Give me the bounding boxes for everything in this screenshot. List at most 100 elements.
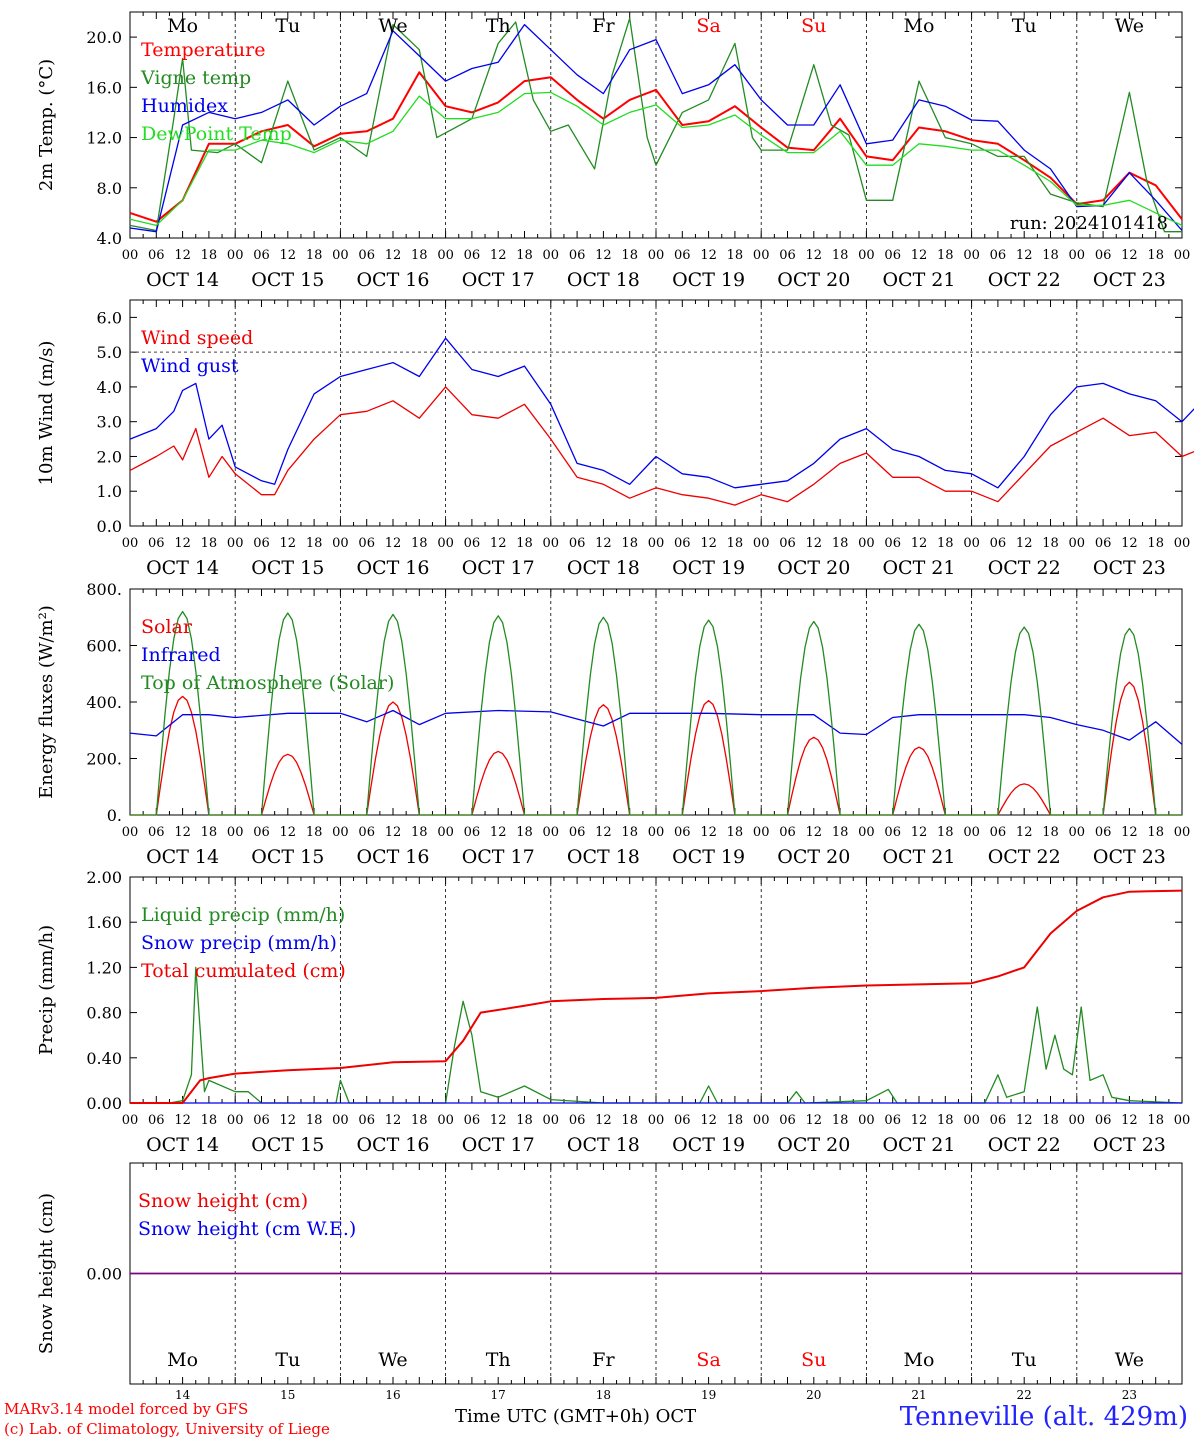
hour-tick-label: 00 <box>963 248 980 263</box>
hour-tick-label: 00 <box>858 536 875 551</box>
y-tick-label: 12.0 <box>86 129 122 148</box>
hour-tick-label: 06 <box>779 248 796 263</box>
hour-tick-label: 18 <box>306 825 323 840</box>
y-tick-label: 4.0 <box>97 378 122 397</box>
hour-tick-label: 06 <box>990 248 1007 263</box>
hour-tick-label: 12 <box>1016 248 1033 263</box>
hour-tick-label: 00 <box>332 1113 349 1128</box>
date-label: OCT 20 <box>777 846 850 868</box>
y-axis-label: 2m Temp. (°C) <box>36 59 57 191</box>
hour-tick-label: 00 <box>543 1113 560 1128</box>
hour-tick-label: 00 <box>122 1113 139 1128</box>
date-label: OCT 15 <box>251 1134 324 1156</box>
date-label: OCT 19 <box>672 846 745 868</box>
hour-tick-label: 00 <box>1069 536 1086 551</box>
y-tick-label: 0.80 <box>86 1004 122 1023</box>
hour-tick-label: 12 <box>490 825 507 840</box>
y-tick-label: 0. <box>107 806 122 825</box>
hour-tick-label: 00 <box>437 1113 454 1128</box>
date-label: OCT 16 <box>356 1134 429 1156</box>
date-label: OCT 20 <box>777 557 850 579</box>
hour-tick-label: 12 <box>595 536 612 551</box>
hour-tick-label: 06 <box>779 536 796 551</box>
date-label: OCT 16 <box>356 557 429 579</box>
hour-tick-label: 06 <box>253 248 270 263</box>
hour-tick-label: 00 <box>543 248 560 263</box>
hour-tick-label: 12 <box>1016 536 1033 551</box>
hour-tick-label: 06 <box>464 825 481 840</box>
hour-tick-label: 18 <box>201 1113 218 1128</box>
hour-tick-label: 18 <box>832 248 849 263</box>
hour-tick-label: 18 <box>937 536 954 551</box>
hour-tick-label: 18 <box>621 248 638 263</box>
day-number-label: 14 <box>175 1388 191 1402</box>
series-line-liquid-precip-mm-h- <box>130 966 1183 1104</box>
legend-entry: DewPoint Temp <box>141 123 292 145</box>
hour-tick-label: 06 <box>779 825 796 840</box>
date-label: OCT 23 <box>1093 1134 1166 1156</box>
hour-tick-label: 00 <box>1174 1113 1191 1128</box>
panel-5 <box>129 1162 1183 1385</box>
hour-tick-label: 00 <box>963 825 980 840</box>
legend-entry: Snow height (cm W.E.) <box>138 1218 356 1240</box>
hour-tick-label: 12 <box>700 536 717 551</box>
hour-tick-label: 06 <box>1095 1113 1112 1128</box>
y-tick-label: 8.0 <box>97 179 122 198</box>
hour-tick-label: 12 <box>595 825 612 840</box>
hour-tick-label: 00 <box>963 536 980 551</box>
hour-tick-label: 00 <box>122 825 139 840</box>
hour-tick-label: 12 <box>174 1113 191 1128</box>
hour-tick-label: 12 <box>595 1113 612 1128</box>
hour-tick-label: 00 <box>543 536 560 551</box>
hour-tick-label: 18 <box>832 536 849 551</box>
hour-tick-label: 18 <box>1042 248 1059 263</box>
date-label: OCT 17 <box>462 1134 535 1156</box>
hour-tick-label: 00 <box>963 1113 980 1128</box>
hour-tick-label: 18 <box>727 825 744 840</box>
y-tick-label: 200. <box>86 750 122 769</box>
hour-tick-label: 06 <box>884 248 901 263</box>
legend-entry: Top of Atmosphere (Solar) <box>141 672 394 694</box>
hour-tick-label: 00 <box>332 825 349 840</box>
hour-tick-label: 12 <box>174 825 191 840</box>
hour-tick-label: 18 <box>937 825 954 840</box>
hour-tick-label: 12 <box>490 248 507 263</box>
hour-tick-label: 06 <box>569 248 586 263</box>
hour-tick-label: 06 <box>253 1113 270 1128</box>
hour-tick-label: 18 <box>832 825 849 840</box>
legend-entry: Wind speed <box>141 327 253 349</box>
day-name-label: Mo <box>167 15 198 37</box>
hour-tick-label: 18 <box>516 248 533 263</box>
legend-entry: Snow height (cm) <box>138 1190 308 1212</box>
hour-tick-label: 18 <box>937 248 954 263</box>
day-name-label: Mo <box>904 15 935 37</box>
hour-tick-label: 18 <box>411 1113 428 1128</box>
hour-tick-label: 18 <box>832 1113 849 1128</box>
hour-tick-label: 12 <box>595 248 612 263</box>
date-label: OCT 20 <box>777 1134 850 1156</box>
day-name-label: We <box>378 1349 407 1371</box>
hour-tick-label: 18 <box>1147 825 1164 840</box>
date-label: OCT 21 <box>882 557 955 579</box>
date-label: OCT 22 <box>988 269 1061 291</box>
hour-tick-label: 18 <box>201 248 218 263</box>
day-name-label: Fr <box>592 15 615 37</box>
y-tick-label: 0.0 <box>97 517 122 536</box>
y-tick-label: 0.00 <box>86 1265 122 1284</box>
day-number-label: 20 <box>806 1388 821 1402</box>
date-label: OCT 18 <box>567 846 640 868</box>
date-label: OCT 18 <box>567 1134 640 1156</box>
hour-tick-label: 18 <box>621 825 638 840</box>
date-label: OCT 23 <box>1093 269 1166 291</box>
hour-tick-label: 06 <box>884 825 901 840</box>
hour-tick-label: 06 <box>358 1113 375 1128</box>
hour-tick-label: 12 <box>806 825 823 840</box>
date-label: OCT 18 <box>567 557 640 579</box>
series-line-temperature <box>129 71 1183 223</box>
date-label: OCT 17 <box>462 846 535 868</box>
panel-3 <box>129 588 1183 816</box>
hour-tick-label: 18 <box>516 536 533 551</box>
hour-tick-label: 12 <box>911 248 928 263</box>
date-label: OCT 22 <box>988 557 1061 579</box>
date-label: OCT 17 <box>462 557 535 579</box>
